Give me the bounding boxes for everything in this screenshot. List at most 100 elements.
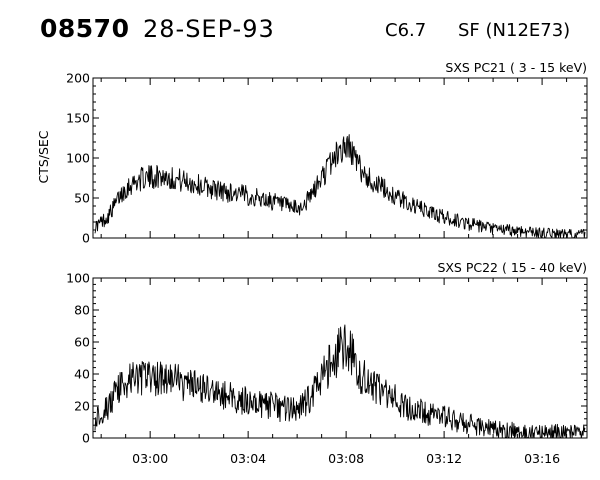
data-point — [260, 402, 261, 403]
x-tick-label: 03:16 — [524, 451, 560, 466]
data-point — [431, 213, 432, 214]
data-point — [297, 410, 298, 411]
data-point — [350, 148, 351, 149]
data-point — [395, 196, 396, 197]
data-point — [94, 226, 95, 227]
data-point — [113, 397, 114, 398]
data-point — [407, 405, 408, 406]
data-point — [162, 175, 163, 176]
data-point — [303, 205, 304, 206]
data-point — [456, 220, 457, 221]
data-point — [517, 431, 518, 432]
data-point — [125, 381, 126, 382]
data-point — [119, 196, 120, 197]
data-point — [333, 357, 334, 358]
data-point — [309, 397, 310, 398]
data-point — [505, 229, 506, 230]
y-tick-label: 40 — [74, 367, 90, 382]
data-point — [101, 412, 102, 413]
data-point — [125, 188, 126, 189]
data-point — [346, 146, 347, 147]
data-point — [505, 431, 506, 432]
data-point — [248, 401, 249, 402]
data-point — [493, 429, 494, 430]
data-point — [113, 207, 114, 208]
data-point — [223, 191, 224, 192]
data-point — [364, 173, 365, 174]
event-date: 28-SEP-93 — [143, 15, 275, 43]
data-point — [346, 346, 347, 347]
data-point — [199, 388, 200, 389]
chart-panel-pc22: SXS PC22 ( 15 - 40 keV) 0 20 40 60 80 100 03:0… — [66, 260, 588, 466]
y-tick-label: 200 — [66, 71, 90, 86]
y-axis-label: CTS/SEC — [36, 130, 51, 183]
data-point — [186, 385, 187, 386]
data-point — [248, 195, 249, 196]
data-point — [303, 405, 304, 406]
flare-location-label: SF (N12E73) — [458, 20, 571, 41]
data-point — [284, 409, 285, 410]
data-point — [327, 367, 328, 368]
data-point — [119, 388, 120, 389]
y-tick-label: 0 — [82, 231, 90, 246]
data-point — [272, 201, 273, 202]
data-point — [137, 377, 138, 378]
y-tick-label: 0 — [82, 431, 90, 446]
data-point — [272, 405, 273, 406]
y-tick-label: 100 — [66, 271, 90, 286]
data-point — [493, 229, 494, 230]
data-point — [517, 230, 518, 231]
data-point — [321, 378, 322, 379]
data-point — [107, 407, 108, 408]
y-tick-label: 80 — [74, 303, 90, 318]
data-point — [199, 185, 200, 186]
data-point — [480, 226, 481, 227]
data-point — [235, 193, 236, 194]
y-tick-label: 60 — [74, 335, 90, 350]
data-point — [350, 349, 351, 350]
data-point — [131, 378, 132, 379]
data-point — [542, 233, 543, 234]
chart-title: SXS PC21 ( 3 - 15 keV) — [445, 60, 587, 75]
series-line — [94, 324, 586, 439]
data-point — [419, 208, 420, 209]
data-point — [235, 397, 236, 398]
data-point — [382, 188, 383, 189]
data-point — [309, 197, 310, 198]
data-point — [566, 433, 567, 434]
data-point — [315, 388, 316, 389]
data-point — [137, 180, 138, 181]
data-point — [444, 417, 445, 418]
data-point — [284, 205, 285, 206]
data-point — [554, 433, 555, 434]
data-point — [407, 202, 408, 203]
data-point — [211, 188, 212, 189]
x-tick-label: 03:00 — [132, 451, 168, 466]
data-point — [180, 180, 181, 181]
data-point — [370, 385, 371, 386]
data-point — [468, 423, 469, 424]
data-point — [168, 177, 169, 178]
data-point — [456, 420, 457, 421]
data-point — [186, 181, 187, 182]
data-point — [211, 391, 212, 392]
data-point — [395, 399, 396, 400]
data-point — [358, 165, 359, 166]
chart-title: SXS PC22 ( 15 - 40 keV) — [437, 260, 587, 275]
y-tick-label: 20 — [74, 399, 90, 414]
data-point — [260, 198, 261, 199]
y-tick-label: 150 — [66, 111, 90, 126]
plot-frame — [92, 77, 588, 239]
data-point — [431, 413, 432, 414]
data-point — [162, 377, 163, 378]
y-tick-label: 50 — [74, 191, 90, 206]
data-point — [333, 157, 334, 158]
data-point — [364, 378, 365, 379]
data-point — [156, 377, 157, 378]
data-point — [419, 410, 420, 411]
data-point — [150, 177, 151, 178]
data-point — [327, 167, 328, 168]
x-tick-label: 03:12 — [426, 451, 462, 466]
data-point — [150, 378, 151, 379]
data-point — [131, 183, 132, 184]
